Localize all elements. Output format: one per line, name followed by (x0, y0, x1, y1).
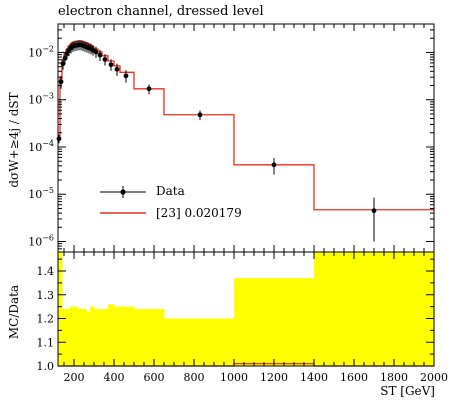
data-point (60, 61, 66, 67)
ratio-band-bin (74, 306, 79, 366)
ratio-band-bin (78, 309, 83, 366)
data-point (146, 86, 152, 92)
x-tick-label: 400 (104, 371, 125, 384)
ratio-band-bin (120, 306, 135, 366)
y-tick-label: 10−6 (28, 234, 54, 249)
legend-data-label: Data (156, 184, 185, 198)
ratio-band-bin (102, 309, 109, 366)
ratio-band-bin (164, 318, 235, 366)
legend-mc-label: [23] 0.020179 (156, 206, 242, 220)
ratio-y-tick-label: 1.0 (37, 360, 55, 373)
data-point (62, 55, 68, 61)
x-axis-label: ST [GeV] (380, 384, 435, 398)
x-tick-label: 1400 (300, 371, 328, 384)
ratio-band-bin (66, 309, 71, 366)
x-tick-label: 1000 (220, 371, 248, 384)
legend-data-marker-point (120, 189, 126, 195)
x-tick-label: 600 (144, 371, 165, 384)
data-point (93, 49, 99, 55)
ratio-band-bin (98, 309, 103, 366)
ratio-band-bin (70, 306, 75, 366)
y-tick-label: 10−4 (28, 139, 54, 154)
data-point (197, 112, 203, 118)
y-axis-label-main-text: dσW+≥4j / dST (7, 92, 21, 188)
y-tick-label: 10−3 (28, 92, 54, 107)
x-tick-label: 1600 (340, 371, 368, 384)
ratio-panel: 200 400 600 800 1000 1200 1400 1600 1800 2000 1.0 1… (37, 251, 448, 384)
ratio-band-bin (62, 309, 67, 366)
y-axis-label-ratio: MC/Data (4, 262, 24, 362)
x-tick-label: 800 (184, 371, 205, 384)
data-point (123, 73, 129, 79)
x-tick-label: 1800 (380, 371, 408, 384)
data-point (108, 62, 114, 68)
ratio-y-tick-label: 1.4 (37, 265, 55, 278)
data-point (271, 162, 277, 168)
x-tick-label: 1200 (260, 371, 288, 384)
ratio-band-bin (234, 278, 315, 366)
ratio-y-tick-label: 1.3 (37, 289, 55, 302)
y-tick-label: 10−5 (28, 186, 54, 201)
ratio-y-tick-label: 1.1 (37, 336, 55, 349)
ratio-band-bin (134, 309, 165, 366)
chart-title: electron channel, dressed level (58, 4, 264, 19)
ratio-band-bin (94, 309, 99, 366)
y-axis-label-main: dσW+≥4j / dST (4, 40, 24, 240)
ratio-frame (57, 251, 435, 367)
data-point (97, 52, 103, 58)
y-axis-label-ratio-text: MC/Data (7, 284, 21, 340)
ratio-band-bin (86, 311, 91, 366)
ratio-band-bin (314, 252, 435, 366)
main-frame (57, 23, 435, 253)
data-point (371, 208, 377, 214)
x-tick-label: 2000 (420, 371, 448, 384)
ratio-band-bin (58, 252, 63, 366)
ratio-band-bin (82, 309, 87, 366)
ratio-band-bin (114, 306, 121, 366)
data-point (102, 57, 108, 62)
ratio-y-tick-label: 1.2 (37, 313, 55, 326)
data-point (56, 136, 62, 142)
y-tick-label: 10−2 (28, 44, 54, 59)
ratio-band-bin (90, 306, 95, 366)
data-point (114, 66, 120, 72)
x-tick-label: 200 (64, 371, 85, 384)
ratio-band-bin (108, 304, 115, 366)
mc-prediction-line (58, 40, 434, 211)
legend (100, 186, 146, 214)
data-point (58, 79, 64, 85)
